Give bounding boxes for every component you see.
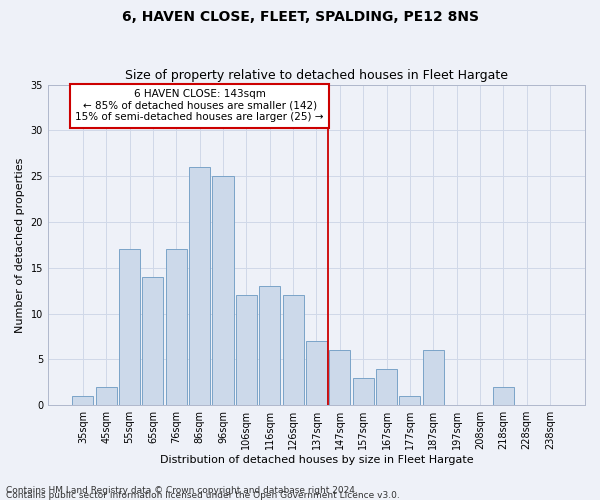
- X-axis label: Distribution of detached houses by size in Fleet Hargate: Distribution of detached houses by size …: [160, 455, 473, 465]
- Bar: [95, 387, 117, 405]
- Bar: [166, 250, 187, 405]
- Bar: [119, 250, 140, 405]
- Text: 6 HAVEN CLOSE: 143sqm
← 85% of detached houses are smaller (142)
15% of semi-det: 6 HAVEN CLOSE: 143sqm ← 85% of detached …: [76, 89, 324, 122]
- Bar: [73, 396, 94, 405]
- Bar: [306, 341, 327, 405]
- Bar: [212, 176, 233, 405]
- Bar: [353, 378, 374, 405]
- Bar: [259, 286, 280, 405]
- Y-axis label: Number of detached properties: Number of detached properties: [15, 157, 25, 332]
- Text: 6, HAVEN CLOSE, FLEET, SPALDING, PE12 8NS: 6, HAVEN CLOSE, FLEET, SPALDING, PE12 8N…: [121, 10, 479, 24]
- Bar: [423, 350, 444, 405]
- Text: Contains public sector information licensed under the Open Government Licence v3: Contains public sector information licen…: [6, 491, 400, 500]
- Text: Contains HM Land Registry data © Crown copyright and database right 2024.: Contains HM Land Registry data © Crown c…: [6, 486, 358, 495]
- Bar: [236, 296, 257, 405]
- Bar: [400, 396, 421, 405]
- Bar: [142, 277, 163, 405]
- Bar: [493, 387, 514, 405]
- Title: Size of property relative to detached houses in Fleet Hargate: Size of property relative to detached ho…: [125, 69, 508, 82]
- Bar: [189, 167, 210, 405]
- Bar: [283, 296, 304, 405]
- Bar: [376, 368, 397, 405]
- Bar: [329, 350, 350, 405]
